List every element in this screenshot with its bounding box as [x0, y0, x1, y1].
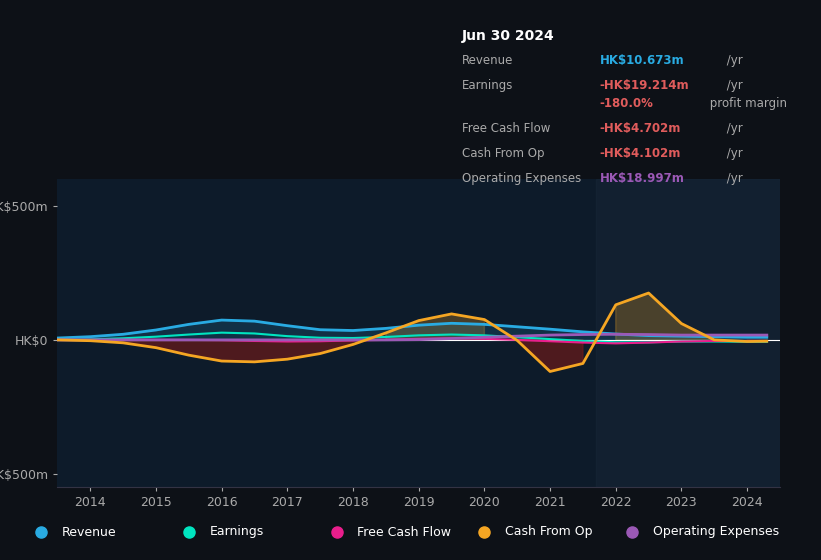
Bar — [596, 179, 780, 487]
Text: Jun 30 2024: Jun 30 2024 — [462, 29, 555, 43]
Text: HK$18.997m: HK$18.997m — [600, 172, 685, 185]
Text: Free Cash Flow: Free Cash Flow — [462, 122, 551, 135]
Text: Operating Expenses: Operating Expenses — [653, 525, 779, 539]
Text: /yr: /yr — [723, 122, 743, 135]
Text: /yr: /yr — [723, 79, 743, 92]
Text: /yr: /yr — [723, 147, 743, 160]
Text: -HK$19.214m: -HK$19.214m — [600, 79, 690, 92]
Text: Earnings: Earnings — [462, 79, 513, 92]
Text: Earnings: Earnings — [209, 525, 264, 539]
Text: -HK$4.102m: -HK$4.102m — [600, 147, 681, 160]
Text: Cash From Op: Cash From Op — [505, 525, 593, 539]
Text: Revenue: Revenue — [462, 54, 513, 67]
Text: -180.0%: -180.0% — [600, 97, 654, 110]
Text: Free Cash Flow: Free Cash Flow — [357, 525, 451, 539]
Text: -HK$4.702m: -HK$4.702m — [600, 122, 681, 135]
Text: profit margin: profit margin — [706, 97, 787, 110]
Text: Revenue: Revenue — [62, 525, 117, 539]
Text: Operating Expenses: Operating Expenses — [462, 172, 581, 185]
Text: Cash From Op: Cash From Op — [462, 147, 544, 160]
Text: HK$10.673m: HK$10.673m — [600, 54, 685, 67]
Text: /yr: /yr — [723, 172, 743, 185]
Text: /yr: /yr — [723, 54, 743, 67]
